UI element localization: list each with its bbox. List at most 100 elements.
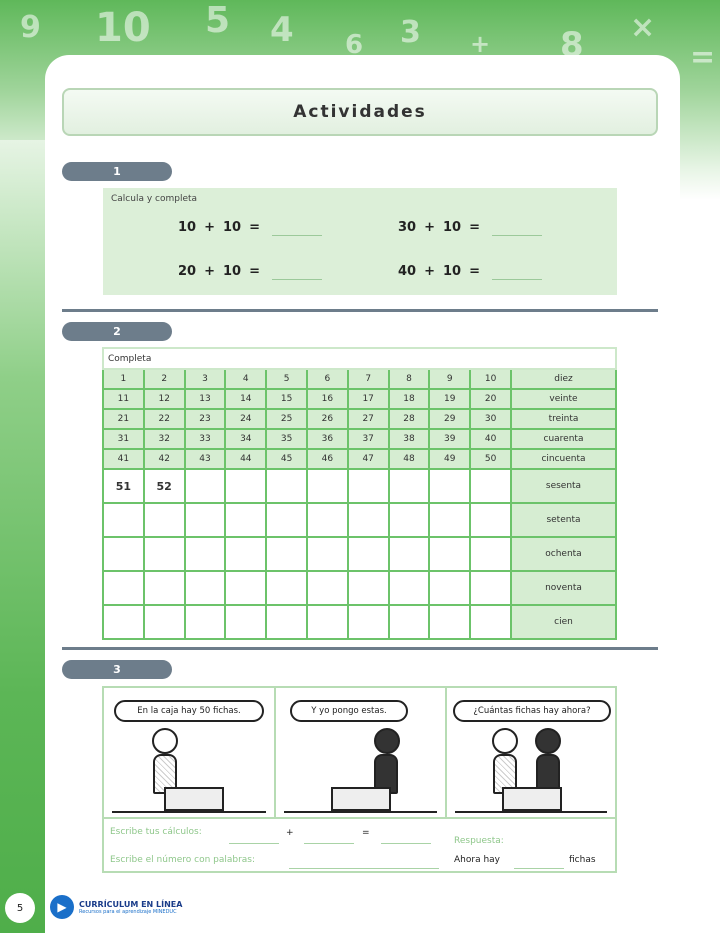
number-cell[interactable] — [224, 570, 268, 606]
number-cell[interactable] — [142, 604, 186, 640]
decoration-glyph: = — [690, 40, 716, 75]
number-cell[interactable] — [224, 468, 268, 504]
number-cell[interactable] — [469, 604, 512, 640]
answer-blank[interactable] — [272, 218, 322, 236]
table-row: setenta — [102, 502, 618, 538]
number-cell[interactable] — [428, 536, 472, 572]
number-cell[interactable] — [183, 570, 227, 606]
number-cell[interactable] — [387, 604, 431, 640]
table-row: noventa — [102, 570, 618, 606]
number-cell[interactable] — [265, 570, 308, 606]
number-cell[interactable] — [469, 468, 512, 504]
number-cell[interactable] — [224, 536, 268, 572]
number-cell[interactable] — [102, 570, 145, 606]
number-cell[interactable] — [183, 604, 227, 640]
number-cell[interactable] — [142, 536, 186, 572]
comic-panel-2: Y yo pongo estas. — [276, 688, 447, 817]
number-cell[interactable] — [428, 570, 472, 606]
number-cell[interactable] — [428, 502, 472, 538]
answer-suffix: fichas — [569, 855, 596, 865]
page-number: 5 — [5, 893, 35, 923]
number-cell[interactable] — [387, 536, 431, 572]
number-cell: 42 — [142, 448, 186, 470]
number-cell[interactable] — [346, 468, 390, 504]
number-cell[interactable] — [469, 502, 512, 538]
equation: 40 +10 = — [398, 262, 542, 280]
number-cell[interactable] — [428, 468, 472, 504]
number-cell[interactable] — [102, 604, 145, 640]
number-cell[interactable] — [428, 604, 472, 640]
number-cell: 3 — [183, 368, 227, 390]
number-cell[interactable] — [305, 468, 349, 504]
word-cell: diez — [509, 368, 618, 390]
number-cell[interactable] — [265, 468, 308, 504]
number-cell[interactable] — [265, 536, 308, 572]
number-cell: 44 — [224, 448, 268, 470]
number-cell[interactable] — [183, 468, 227, 504]
equation-op: + — [424, 219, 435, 235]
number-cell: 40 — [469, 428, 512, 450]
equation: 30 +10 = — [398, 218, 542, 236]
number-cell[interactable] — [387, 570, 431, 606]
number-cell[interactable] — [224, 604, 268, 640]
number-cell[interactable] — [224, 502, 268, 538]
number-cell: 6 — [305, 368, 349, 390]
answer-blank[interactable] — [272, 262, 322, 280]
number-cell: 26 — [305, 408, 349, 430]
box-illustration — [331, 787, 391, 811]
number-cell[interactable] — [183, 536, 227, 572]
number-cell[interactable] — [305, 604, 349, 640]
number-cell[interactable] — [305, 570, 349, 606]
logo-subtitle: Recursos para el aprendizaje MINEDUC — [79, 908, 177, 915]
number-cell: 21 — [102, 408, 145, 430]
number-cell[interactable] — [102, 536, 145, 572]
number-cell: 2 — [142, 368, 186, 390]
number-table: Completa 1 2 3 4 5 6 7 8 9 10 diez 11 12 13 14 15 16 17 18… — [102, 347, 618, 640]
calc-result-input[interactable] — [381, 843, 431, 844]
decoration-glyph: + — [470, 30, 491, 58]
number-cell[interactable] — [346, 536, 390, 572]
number-cell[interactable] — [387, 468, 431, 504]
box-illustration — [502, 787, 562, 811]
number-cell: 36 — [305, 428, 349, 450]
answer-blank[interactable] — [492, 218, 542, 236]
number-cell[interactable] — [346, 604, 390, 640]
number-cell: 18 — [387, 388, 431, 410]
number-cell[interactable] — [346, 570, 390, 606]
number-cell: 17 — [346, 388, 390, 410]
number-cell[interactable] — [469, 536, 512, 572]
speech-bubble: En la caja hay 50 fichas. — [114, 700, 264, 722]
equation-op: + — [204, 219, 215, 235]
calc-input-1[interactable] — [229, 843, 279, 844]
header-number-decoration: 9 10 5 4 6 3 +8 × = — [0, 0, 720, 160]
number-cell[interactable] — [142, 570, 186, 606]
plus-sign: + — [286, 828, 294, 838]
answer-blank[interactable] — [492, 262, 542, 280]
number-cell[interactable] — [102, 502, 145, 538]
number-cell: 10 — [469, 368, 512, 390]
equation-eq: = — [469, 219, 480, 235]
number-cell: 1 — [102, 368, 145, 390]
number-cell: 29 — [428, 408, 472, 430]
table-row: 41 42 43 44 45 46 47 48 49 50 cincuenta — [102, 448, 618, 470]
number-cell: 47 — [346, 448, 390, 470]
words-input[interactable] — [289, 868, 439, 869]
number-cell[interactable] — [305, 502, 349, 538]
equation-a: 10 — [178, 219, 197, 235]
number-cell[interactable] — [142, 502, 186, 538]
number-cell[interactable] — [346, 502, 390, 538]
number-cell[interactable] — [183, 502, 227, 538]
calc-input-2[interactable] — [304, 843, 354, 844]
answer-input[interactable] — [514, 868, 564, 869]
number-cell[interactable] — [387, 502, 431, 538]
table-row: cien — [102, 604, 618, 640]
number-cell[interactable] — [265, 604, 308, 640]
number-cell[interactable] — [265, 502, 308, 538]
equation: 10 +10 = — [178, 218, 322, 236]
number-cell[interactable] — [305, 536, 349, 572]
number-cell[interactable] — [469, 570, 512, 606]
number-cell: 49 — [428, 448, 472, 470]
number-cell: 8 — [387, 368, 431, 390]
number-cell: 30 — [469, 408, 512, 430]
word-cell: cien — [509, 604, 618, 640]
